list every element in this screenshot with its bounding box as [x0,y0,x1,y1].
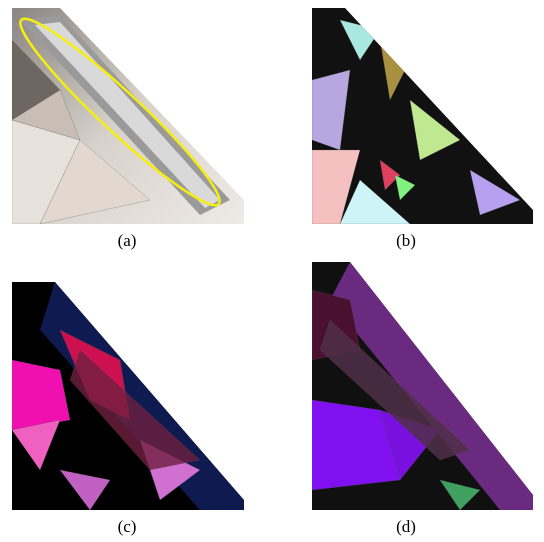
panel-label: (b) [396,231,416,250]
panel-d-image [312,262,533,510]
panel-label: (a) [118,231,137,250]
panel-a-image [12,8,244,224]
panel-c-image [12,282,244,510]
panel-label: (c) [118,517,137,536]
figure: (a) (b) (c) (d) [0,0,544,542]
panel-label: (d) [396,517,416,536]
panel-b-image [312,8,533,224]
